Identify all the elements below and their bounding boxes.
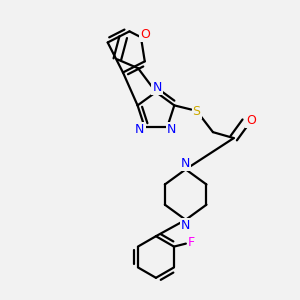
Text: N: N [152, 81, 162, 94]
Text: N: N [135, 123, 145, 136]
Text: O: O [246, 114, 256, 127]
Text: S: S [193, 105, 201, 118]
Text: N: N [167, 123, 176, 136]
Text: N: N [181, 158, 190, 170]
Text: O: O [140, 28, 150, 41]
Text: F: F [188, 236, 195, 249]
Text: N: N [181, 219, 190, 232]
